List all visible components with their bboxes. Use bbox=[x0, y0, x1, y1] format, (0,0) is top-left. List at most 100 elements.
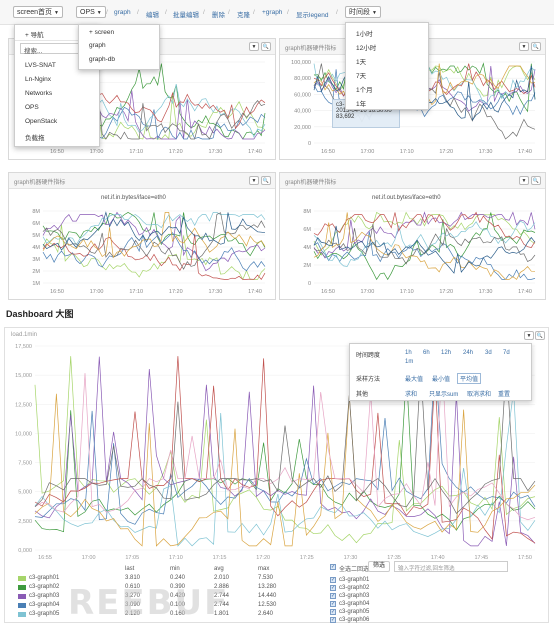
series-checkbox[interactable]: ✓ bbox=[330, 609, 336, 615]
graph-link[interactable]: graph bbox=[114, 9, 131, 16]
sum-button[interactable]: 求和 bbox=[405, 392, 418, 398]
series-checkbox-label: c3-graph04 bbox=[339, 601, 370, 607]
legend-value: 0.610 bbox=[125, 584, 141, 590]
series-checkbox[interactable]: ✓ bbox=[330, 601, 336, 607]
time-span-label: 时间跨度 bbox=[356, 353, 381, 359]
chart-options-panel: 时间跨度 1h 6h 12h 24h 3d 7d 1m 采样方法 最大值 最小值… bbox=[349, 343, 532, 401]
y-tick-label: 5M bbox=[32, 233, 40, 239]
series-checkbox[interactable]: ✓ bbox=[330, 617, 336, 623]
time-option-1m[interactable]: 1个月 bbox=[356, 87, 373, 94]
menu-item-graph-db[interactable]: graph-db bbox=[89, 56, 116, 63]
menu-item-lvs-snat[interactable]: LVS-SNAT bbox=[25, 62, 56, 69]
time-range-select[interactable]: 时间段 ▼ bbox=[345, 6, 381, 18]
panel-menu-button[interactable]: ▼ bbox=[249, 176, 259, 185]
legend-value: 2.640 bbox=[258, 611, 274, 617]
legend-series-name[interactable]: c3-graph04 bbox=[29, 602, 60, 608]
series-line bbox=[313, 225, 536, 274]
legend-value: 12.530 bbox=[258, 602, 277, 608]
series-line bbox=[313, 211, 536, 249]
time-option-12h[interactable]: 12小时 bbox=[356, 45, 377, 52]
x-tick-label: 17:00 bbox=[90, 149, 104, 155]
separator: / bbox=[253, 9, 255, 16]
search-icon: 🔍 bbox=[262, 44, 270, 50]
reset-button[interactable]: 重置 bbox=[498, 392, 511, 398]
series-search-input[interactable]: 输入字符过滤,回车筛选 bbox=[394, 561, 508, 572]
panel-menu-button[interactable]: ▼ bbox=[249, 42, 259, 51]
search-icon: 🔍 bbox=[262, 178, 270, 184]
span-3d[interactable]: 3d bbox=[485, 350, 492, 356]
panel-menu-button[interactable]: ▼ bbox=[524, 331, 534, 340]
menu-item-ln-nginx[interactable]: Ln-Nginx bbox=[25, 76, 52, 83]
span-12h[interactable]: 12h bbox=[441, 350, 452, 356]
span-6h[interactable]: 6h bbox=[423, 350, 430, 356]
legend-series-name[interactable]: c3-graph02 bbox=[29, 584, 60, 590]
span-24h[interactable]: 24h bbox=[463, 350, 474, 356]
add-graph-link[interactable]: +graph bbox=[262, 9, 283, 16]
legend-value: 0.420 bbox=[170, 593, 186, 599]
x-tick-label: 17:20 bbox=[169, 289, 183, 295]
menu-item-networks[interactable]: Networks bbox=[25, 90, 53, 97]
legend-swatch bbox=[18, 594, 26, 599]
x-tick-label: 17:45 bbox=[474, 555, 488, 561]
add-screen-menu-item[interactable]: + screen bbox=[89, 29, 115, 36]
legend-value: 3.270 bbox=[125, 593, 141, 599]
x-tick-label: 17:20 bbox=[439, 149, 453, 155]
nav-menu-item[interactable]: + 导航 bbox=[25, 32, 44, 39]
x-tick-label: 17:00 bbox=[82, 555, 96, 561]
y-tick-label: 80,000 bbox=[294, 76, 311, 82]
x-tick-label: 17:40 bbox=[518, 149, 532, 155]
x-tick-label: 16:50 bbox=[321, 149, 335, 155]
delete-link[interactable]: 删除 bbox=[212, 12, 225, 19]
zoom-button[interactable]: 🔍 bbox=[535, 331, 545, 340]
span-1h[interactable]: 1h bbox=[405, 350, 412, 356]
zoom-button[interactable]: 🔍 bbox=[531, 42, 541, 51]
time-option-1d[interactable]: 1天 bbox=[356, 59, 367, 66]
time-option-7d[interactable]: 7天 bbox=[356, 73, 367, 80]
menu-item-graph[interactable]: graph bbox=[89, 42, 106, 49]
y-tick-label: 0,000 bbox=[18, 548, 32, 554]
legend-swatch bbox=[18, 603, 26, 608]
series-checkbox[interactable]: ✓ bbox=[330, 577, 336, 583]
zoom-button[interactable]: 🔍 bbox=[261, 42, 271, 51]
sampling-min[interactable]: 最小值 bbox=[432, 377, 451, 383]
legend-series-name[interactable]: c3-graph03 bbox=[29, 593, 60, 599]
series-checkbox[interactable]: ✓ bbox=[330, 585, 336, 591]
x-tick-label: 17:00 bbox=[361, 149, 375, 155]
y-tick-label: 5,000 bbox=[18, 490, 32, 496]
show-legend-link[interactable]: 显示legend bbox=[296, 12, 329, 19]
batch-edit-link[interactable]: 批量编辑 bbox=[173, 12, 199, 19]
legend-series-name[interactable]: c3-graph05 bbox=[29, 611, 60, 617]
series-checkbox-label: c3-graph02 bbox=[339, 585, 370, 591]
cancel-sum-button[interactable]: 取消求和 bbox=[467, 392, 492, 398]
sampling-avg[interactable]: 平均值 bbox=[457, 373, 482, 384]
clone-link[interactable]: 克隆 bbox=[237, 12, 250, 19]
ops-select[interactable]: OPS ▼ bbox=[76, 6, 106, 18]
time-option-1h[interactable]: 1小时 bbox=[356, 31, 373, 38]
zoom-button[interactable]: 🔍 bbox=[261, 176, 271, 185]
span-1m[interactable]: 1m bbox=[405, 359, 414, 365]
only-sum-button[interactable]: 只显示sum bbox=[429, 392, 459, 398]
series-line bbox=[313, 231, 536, 280]
edit-link[interactable]: 编辑 bbox=[146, 12, 159, 19]
span-7d[interactable]: 7d bbox=[503, 350, 510, 356]
panel-menu-button[interactable]: ▼ bbox=[519, 42, 529, 51]
x-tick-label: 17:30 bbox=[209, 289, 223, 295]
search-icon: 🔍 bbox=[532, 44, 540, 50]
sampling-max[interactable]: 最大值 bbox=[405, 377, 424, 383]
legend-series-name[interactable]: c3-graph01 bbox=[29, 575, 60, 581]
select-all-checkbox[interactable]: ✓ bbox=[330, 564, 336, 570]
chart-subtitle: net.if.in.bytes/iface=eth0 bbox=[101, 195, 166, 201]
x-tick-label: 17:30 bbox=[344, 555, 358, 561]
zoom-button[interactable]: 🔍 bbox=[531, 176, 541, 185]
filter-button[interactable]: 筛选 bbox=[368, 561, 390, 572]
ops-dropdown-menu: + screen graph graph-db bbox=[78, 24, 160, 70]
menu-item-load[interactable]: 负载拖 bbox=[25, 135, 45, 142]
legend-value: 2.744 bbox=[214, 593, 230, 599]
x-tick-label: 16:55 bbox=[38, 555, 52, 561]
menu-item-openstack[interactable]: OpenStack bbox=[25, 118, 58, 125]
time-option-1y[interactable]: 1年 bbox=[356, 101, 367, 108]
series-checkbox[interactable]: ✓ bbox=[330, 593, 336, 599]
menu-item-ops[interactable]: OPS bbox=[25, 104, 39, 111]
panel-menu-button[interactable]: ▼ bbox=[519, 176, 529, 185]
screen-select[interactable]: screen首页 ▼ bbox=[13, 6, 63, 18]
